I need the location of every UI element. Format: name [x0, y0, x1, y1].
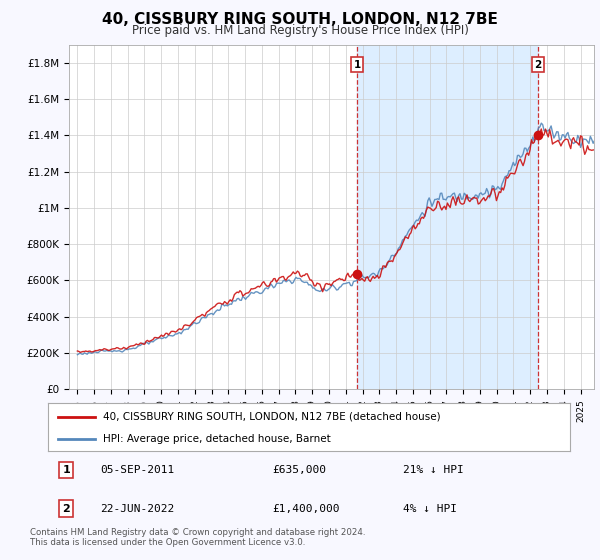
- Text: £635,000: £635,000: [272, 465, 326, 475]
- Text: 2: 2: [62, 503, 70, 514]
- Text: 40, CISSBURY RING SOUTH, LONDON, N12 7BE: 40, CISSBURY RING SOUTH, LONDON, N12 7BE: [102, 12, 498, 27]
- Text: 05-SEP-2011: 05-SEP-2011: [100, 465, 175, 475]
- Text: Contains HM Land Registry data © Crown copyright and database right 2024.
This d: Contains HM Land Registry data © Crown c…: [30, 528, 365, 547]
- Text: 2: 2: [535, 60, 542, 70]
- Text: 22-JUN-2022: 22-JUN-2022: [100, 503, 175, 514]
- Text: 1: 1: [62, 465, 70, 475]
- Text: 1: 1: [353, 60, 361, 70]
- Bar: [357, 45, 538, 389]
- Text: HPI: Average price, detached house, Barnet: HPI: Average price, detached house, Barn…: [103, 434, 331, 444]
- Text: 40, CISSBURY RING SOUTH, LONDON, N12 7BE (detached house): 40, CISSBURY RING SOUTH, LONDON, N12 7BE…: [103, 412, 440, 422]
- Text: 4% ↓ HPI: 4% ↓ HPI: [403, 503, 457, 514]
- Text: £1,400,000: £1,400,000: [272, 503, 340, 514]
- Text: 21% ↓ HPI: 21% ↓ HPI: [403, 465, 464, 475]
- Text: Price paid vs. HM Land Registry's House Price Index (HPI): Price paid vs. HM Land Registry's House …: [131, 24, 469, 37]
